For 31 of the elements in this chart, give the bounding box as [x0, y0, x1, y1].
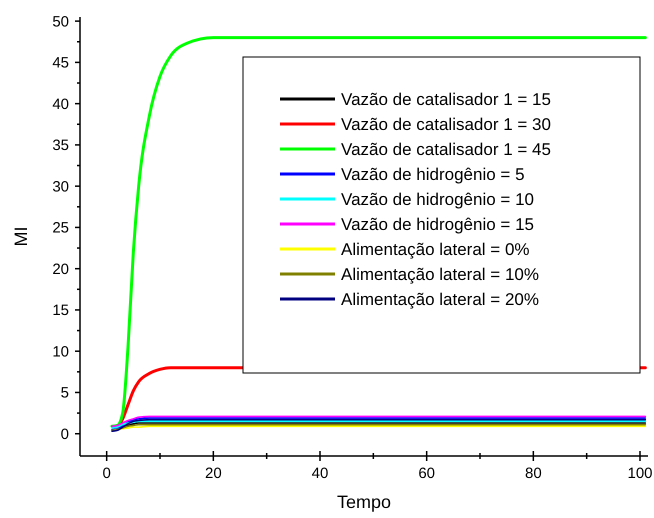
- legend-label: Vazão de catalisador 1 = 30: [341, 114, 551, 134]
- y-tick-label: 0: [60, 426, 69, 443]
- x-tick-label: 80: [524, 465, 542, 482]
- legend-label: Alimentação lateral = 0%: [341, 240, 530, 259]
- y-tick-label: 40: [52, 96, 69, 113]
- legend-label: Vazão de hidrogênio = 15: [341, 214, 534, 234]
- x-tick-label: 0: [102, 465, 111, 482]
- legend-label: Vazão de catalisador 1 = 15: [341, 90, 551, 109]
- y-tick-label: 15: [52, 302, 69, 320]
- x-axis-title: Tempo: [336, 492, 392, 512]
- line-series: [111, 420, 646, 429]
- x-tick-label: 100: [627, 465, 653, 482]
- x-tick-label: 20: [204, 465, 222, 482]
- legend-label: Vazão de hidrogênio = 10: [341, 190, 534, 209]
- y-tick-label: 30: [52, 178, 69, 196]
- line-series: [110, 36, 647, 428]
- y-tick-label: 20: [52, 260, 69, 278]
- line-series: [111, 416, 646, 428]
- x-tick-label: 40: [312, 465, 328, 482]
- x-tick-label: 60: [418, 465, 436, 482]
- legend-label: Vazão de catalisador 1 = 45: [341, 140, 551, 159]
- y-tick-label: 45: [52, 54, 69, 72]
- y-tick-label: 50: [52, 13, 69, 30]
- y-tick-label: 35: [52, 137, 69, 154]
- y-axis-title: MI: [11, 226, 31, 246]
- y-tick-label: 25: [52, 220, 69, 237]
- legend-label: Vazão de hidrogênio = 5: [341, 164, 525, 184]
- y-tick-label: 5: [60, 384, 69, 402]
- y-tick-label: 10: [52, 343, 69, 360]
- legend-label: Alimentação lateral = 10%: [341, 264, 539, 284]
- legend-label: Alimentação lateral = 20%: [341, 290, 539, 309]
